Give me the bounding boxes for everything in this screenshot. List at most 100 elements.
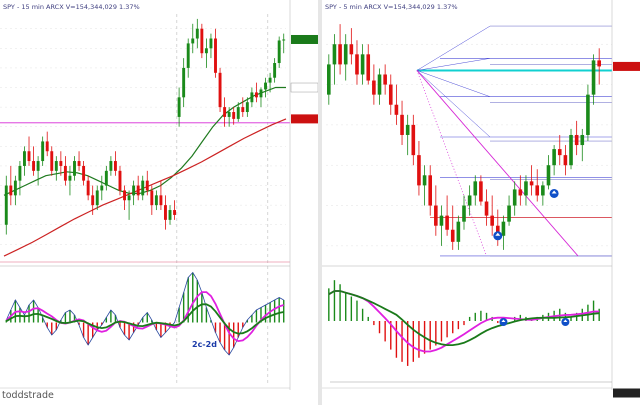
right-candle-body xyxy=(586,94,590,135)
left-sma-red-line xyxy=(3,118,287,257)
right-candle-body xyxy=(490,215,494,226)
right-time-axis xyxy=(322,381,612,389)
left-candle-body xyxy=(23,151,26,166)
left-candle-body xyxy=(195,28,199,39)
right-candle-body xyxy=(501,221,506,236)
right-price-tag-box xyxy=(613,61,640,71)
fib-fan-line xyxy=(416,70,491,138)
left-candle-body xyxy=(123,190,126,201)
left-candle-body xyxy=(9,185,13,196)
left-candle-body xyxy=(68,175,72,181)
right-candle-body xyxy=(439,215,444,226)
left-candle-body xyxy=(154,195,158,206)
left-candle-body xyxy=(186,43,190,68)
watermark-text: toddstrade xyxy=(2,390,54,401)
left-candle-body xyxy=(177,97,181,117)
left-candle-body xyxy=(182,67,186,98)
right-candle-body xyxy=(557,149,562,156)
left-candle-body xyxy=(268,77,272,83)
right-chart-panel[interactable]: SPY - 5 min ARCX V=154,344,029 1.37% xyxy=(322,0,640,398)
left-candle-body xyxy=(232,112,236,119)
right-candle-body xyxy=(512,189,517,206)
right-candle-body xyxy=(445,215,449,230)
right-arrows xyxy=(493,188,559,241)
right-chart-header: SPY - 5 min ARCX V=154,344,029 1.37% xyxy=(325,3,458,11)
left-chart-header: SPY - 15 min ARCX V=154,344,029 1.37% xyxy=(3,3,140,11)
left-candle-body xyxy=(241,107,245,113)
right-candle-body xyxy=(377,74,382,95)
left-candle-body xyxy=(236,107,240,119)
right-candle-body xyxy=(479,181,483,202)
right-candle-body xyxy=(428,175,433,206)
left-candle-body xyxy=(164,205,167,220)
left-candle-body xyxy=(45,141,49,152)
right-candle-body xyxy=(355,54,359,75)
left-candle-body xyxy=(73,161,76,176)
right-candle-body xyxy=(327,64,331,95)
right-candle-body xyxy=(405,124,410,135)
left-candle-body xyxy=(18,165,22,181)
right-candle-body xyxy=(450,229,455,242)
left-candle-body xyxy=(32,161,36,171)
right-candle-body xyxy=(366,54,371,81)
left-osc-outline xyxy=(5,271,284,356)
left-candle-body xyxy=(82,165,86,181)
right-candle-body xyxy=(417,155,421,186)
left-candle-body xyxy=(127,195,131,201)
right-candles xyxy=(327,24,601,250)
left-candle-body xyxy=(209,38,213,49)
left-candle-body xyxy=(141,180,145,196)
right-candle-body xyxy=(394,104,399,115)
left-candle-body xyxy=(145,180,149,191)
left-price-tag-box xyxy=(290,82,319,93)
right-candle-body xyxy=(383,74,387,85)
right-candle-body xyxy=(400,114,404,135)
right-candle-body xyxy=(563,155,568,166)
right-candle-body xyxy=(535,185,540,196)
left-candle-body xyxy=(91,195,95,206)
right-candle-body xyxy=(456,221,461,242)
fib-fan-line xyxy=(416,58,491,71)
left-candle-body xyxy=(264,82,267,90)
left-osc-annotation: 2c-2d xyxy=(192,340,217,349)
right-candle-body xyxy=(495,225,500,236)
right-price-tags xyxy=(613,61,640,398)
left-candle-body xyxy=(54,161,58,171)
right-candle-body xyxy=(597,60,601,67)
right-candle-body xyxy=(434,205,438,226)
left-sma-green-line xyxy=(3,86,286,196)
right-candle-body xyxy=(360,54,365,75)
right-candle-body xyxy=(524,181,528,196)
right-candle-body xyxy=(546,165,551,186)
right-candle-body xyxy=(338,44,342,65)
panel-divider[interactable] xyxy=(318,0,322,405)
right-candle-body xyxy=(507,205,511,222)
left-candle-body xyxy=(4,185,8,225)
left-candle-body xyxy=(136,185,140,196)
left-candles xyxy=(4,18,286,235)
fib-fan-line xyxy=(416,70,491,97)
right-candle-body xyxy=(372,80,376,95)
right-candle-body xyxy=(529,181,534,186)
left-chart-panel[interactable]: SPY - 15 min ARCX V=154,344,029 1.37% 2c… xyxy=(0,0,320,405)
left-moving-averages xyxy=(3,86,287,257)
left-candle-body xyxy=(36,161,40,171)
left-candle-body xyxy=(273,63,277,78)
up-arrow-icon xyxy=(551,190,557,194)
right-price-tag-box xyxy=(613,388,640,398)
left-candle-body xyxy=(59,161,63,166)
left-oscillator xyxy=(5,271,285,356)
left-candle-body xyxy=(245,102,249,113)
right-candle-body xyxy=(349,44,354,55)
right-candle-body xyxy=(518,189,523,196)
right-candle-body xyxy=(580,134,585,146)
magenta-trendline xyxy=(416,70,579,257)
left-candle-body xyxy=(100,185,104,191)
left-candle-body xyxy=(113,161,117,171)
right-candle-body xyxy=(484,201,489,216)
left-candle-body xyxy=(109,161,113,171)
right-candle-body xyxy=(473,181,478,196)
left-candle-body xyxy=(50,151,54,171)
left-candle-body xyxy=(204,48,208,54)
